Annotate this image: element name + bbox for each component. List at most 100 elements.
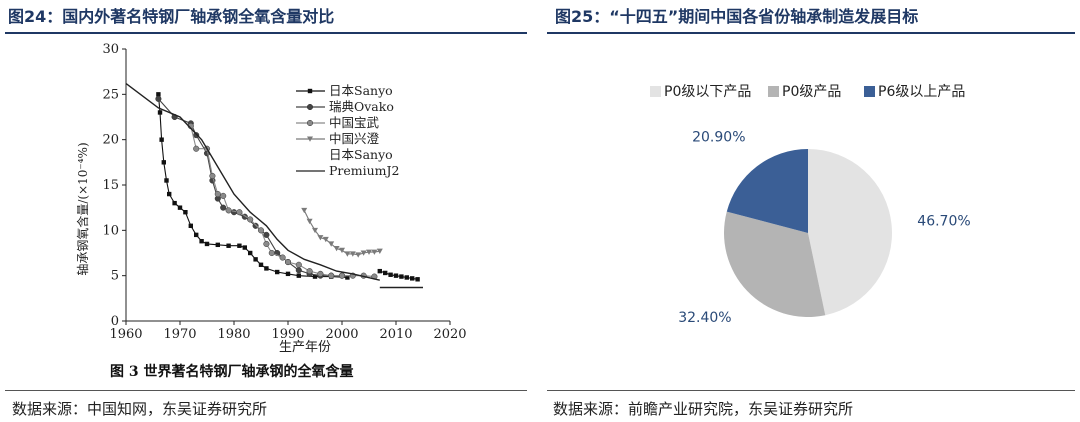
pie-data-label: 32.40% [678,310,731,326]
legend-label: PremiumJ2 [329,163,400,178]
data-point-sanyo [177,205,183,210]
y-axis-label: 轴承钢氧含量/(×10⁻⁴%) [75,142,90,275]
data-point-baowu [236,209,243,216]
x-axis-label: 生产年份 [279,340,331,355]
series-line-ovako [157,98,342,277]
oxygen-content-line-chart: 1960 1970 1980 1990 2000 2010 2020 0 5 10 15 20 25 30… [75,42,467,380]
right-source-note: 数据来源：前瞻产业研究院，东吴证券研究所 [553,400,854,418]
x-tick-label: 2020 [433,327,466,342]
data-point-ovako [155,95,162,102]
data-point-sanyo [253,257,258,262]
pie-legend-swatch [650,86,661,97]
data-point-baowu [214,191,221,198]
series-premium [125,82,380,281]
data-point-sanyo [161,160,166,165]
data-point-sanyo [226,243,231,248]
data-point-sanyo [312,274,318,279]
right-panel-title: 图25：“十四五”期间中国各省份轴承制造发展目标 [555,7,919,26]
data-point-ovako [295,267,302,274]
data-point-sanyo2 [383,270,388,276]
data-point-sanyo2 [388,272,393,277]
data-point-sanyo [167,191,172,197]
x-tick-label: 2000 [325,327,358,342]
data-point-baowu [257,227,265,234]
data-point-sanyo [156,92,161,97]
data-point-baowu [284,259,292,266]
data-point-baowu [279,254,286,261]
left-title-rule [5,32,527,34]
pie-data-label: 46.70% [917,213,970,229]
data-point-xingcheng [371,249,378,255]
data-point-sanyo2 [415,277,420,282]
data-point-baowu [338,272,346,279]
data-point-xingcheng [333,245,340,252]
data-point-sanyo2 [410,276,415,281]
y-tick-label: 30 [102,42,119,57]
legend-entry-baowu: 中国宝武 [296,115,380,130]
data-point-xingcheng [376,248,383,254]
y-tick-label: 10 [102,223,119,238]
series-line-baowu [190,125,375,278]
data-point-sanyo [258,262,264,267]
data-point-sanyo [264,266,269,271]
legend-label: 瑞典Ovako [329,99,394,114]
right-title-rule [547,32,1075,34]
pie-legend-entry-2: P0级产品 [768,84,841,100]
y-tick-label: 15 [102,178,119,193]
legend-swatch-marker [307,88,313,94]
legend-entry-ovako: 瑞典Ovako [296,99,394,114]
data-point-sanyo2 [377,268,382,274]
pie-slice-1 [808,149,892,316]
data-point-sanyo [159,137,164,142]
x-tick-label: 1970 [163,327,196,342]
pie-legend-label: P0级以下产品 [664,84,751,100]
data-point-xingcheng [366,249,372,255]
data-point-baowu [263,240,270,247]
series-line-premium [125,82,380,281]
data-point-sanyo [199,239,204,244]
legend-swatch-marker [306,103,314,111]
data-point-sanyo [194,232,199,238]
data-point-sanyo [285,271,291,277]
data-point-ovako [220,204,227,211]
y-tick-label: 25 [102,87,119,102]
legend-entry-xingcheng: 中国兴澄 [296,131,380,146]
series-xingcheng [301,207,383,258]
y-tick-label: 5 [111,269,119,284]
data-point-sanyo [275,269,280,275]
data-point-ovako [230,209,238,216]
legend-label: 日本Sanyo [329,83,393,98]
data-point-xingcheng [312,227,318,234]
data-point-xingcheng [317,235,324,241]
legend-label: 日本Sanyo [329,147,393,162]
pie-data-label: 20.90% [692,129,745,145]
data-point-sanyo [164,178,169,183]
data-point-xingcheng [355,252,362,258]
data-point-sanyo [237,243,242,248]
data-point-sanyo2 [393,273,399,278]
data-point-baowu [193,145,200,152]
legend-entry-premium: PremiumJ2 [296,163,400,178]
data-point-baowu [317,270,324,277]
legend-entry-sanyo: 日本Sanyo [296,83,393,98]
x-tick-label: 1980 [217,327,250,342]
pie-legend-entry-3: P6级以上产品 [864,84,965,100]
data-point-sanyo [345,275,350,280]
data-point-baowu [225,207,232,214]
data-point-baowu [328,272,335,279]
figure-caption: 图 3 世界著名特钢厂轴承钢的全氧含量 [110,363,354,380]
bearing-grade-pie-chart: P0级以下产品 P0级产品 P6级以上产品 46.70% 32.40% 20.90% [650,84,971,326]
data-point-baowu [209,172,216,179]
right-bottom-rule [547,390,1075,391]
left-source-note: 数据来源：中国知网，东吴证券研究所 [12,400,268,418]
legend-label: 中国兴澄 [329,131,380,146]
data-point-sanyo2 [404,275,409,280]
pie-legend-entry-1: P0级以下产品 [650,84,751,100]
pie-legend-swatch [768,86,779,97]
data-point-ovako [263,231,270,238]
data-point-baowu [306,268,313,275]
legend-entry-sanyo2: 日本Sanyo [329,147,393,162]
data-point-xingcheng [301,207,308,214]
left-panel-title: 图24：国内外著名特钢厂轴承钢全氧含量对比 [8,7,335,26]
data-point-xingcheng [344,251,351,257]
